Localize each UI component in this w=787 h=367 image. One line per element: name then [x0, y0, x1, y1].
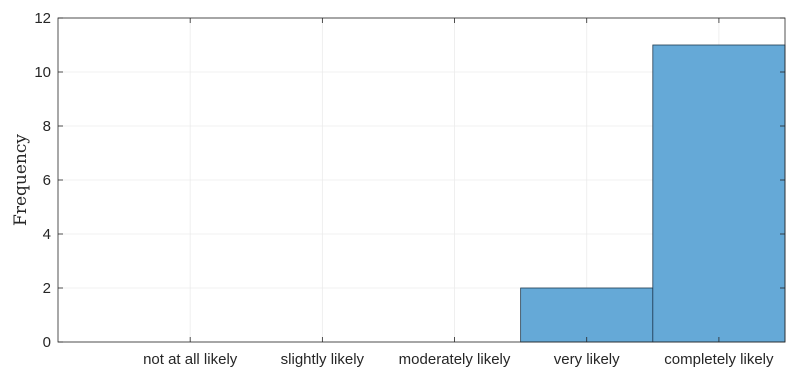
x-tick-label: very likely — [554, 351, 620, 367]
y-tick-label: 4 — [43, 226, 51, 243]
y-tick-label: 6 — [43, 172, 51, 189]
y-tick-label: 0 — [43, 334, 51, 351]
x-tick-label: moderately likely — [399, 351, 511, 367]
y-tick-label: 12 — [34, 10, 51, 27]
bar-completely-likely — [652, 44, 786, 343]
axis-ticks — [58, 17, 785, 343]
bars — [520, 44, 786, 343]
y-tick-label: 2 — [43, 280, 51, 297]
bar-very-likely — [520, 287, 654, 343]
x-tick-label: completely likely — [664, 351, 774, 367]
y-tick-labels: 0 2 4 6 8 10 12 — [34, 10, 51, 351]
x-tick-labels: not at all likely slightly likely moderate… — [143, 351, 774, 367]
x-tick-label: not at all likely — [143, 351, 238, 367]
y-tick-label: 10 — [34, 64, 51, 81]
y-tick-label: 8 — [43, 118, 51, 135]
x-tick-label: slightly likely — [281, 351, 365, 367]
y-axis-label: Frequency — [11, 134, 31, 226]
